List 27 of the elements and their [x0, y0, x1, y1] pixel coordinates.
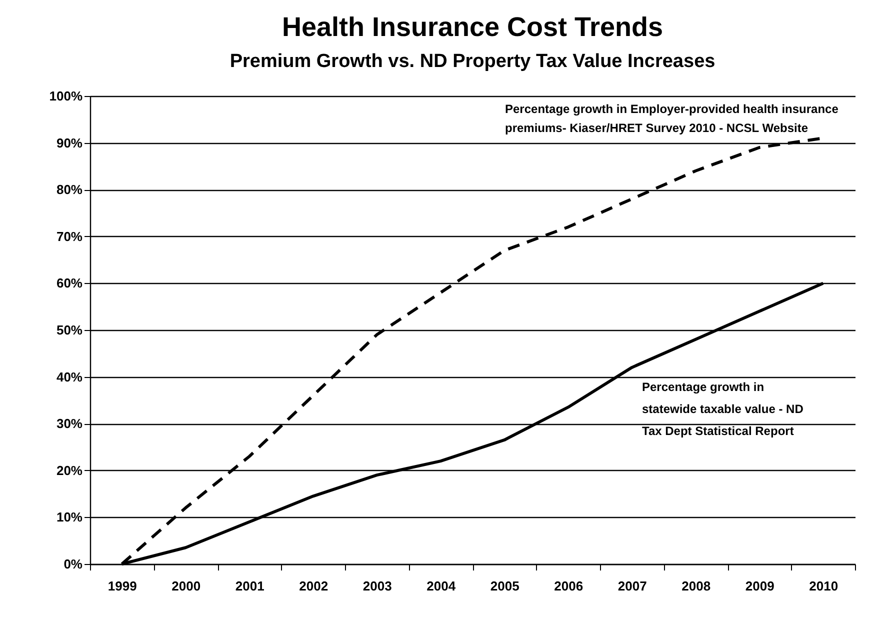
series-label: Percentage growth in statewide taxable value - ND Tax Dept Statistical Report [642, 380, 804, 438]
x-tick-label: 2005 [490, 578, 520, 594]
y-tick-label: 60% [56, 276, 83, 291]
x-tick-label: 2004 [426, 578, 456, 594]
x-tick-label: 2002 [299, 578, 328, 594]
chart-title: Health Insurance Cost Trends [282, 12, 664, 42]
x-tick-label: 2010 [809, 578, 838, 594]
y-tick-label: 70% [56, 228, 83, 244]
y-tick-label: 90% [56, 135, 83, 150]
y-tick-label: 20% [56, 462, 83, 478]
chart-subtitle: Premium Growth vs. ND Property Tax Value Increases [230, 51, 716, 72]
x-tick-label: 2001 [235, 578, 264, 594]
x-tick-label: 2003 [362, 578, 392, 594]
x-tick-label: 1999 [108, 578, 137, 594]
x-tick-label: 2008 [682, 578, 711, 594]
x-tick-label: 2006 [554, 578, 584, 594]
x-tick-label: 2009 [745, 578, 774, 594]
y-tick-label: 40% [56, 369, 83, 384]
x-tick-label: 2000 [172, 578, 201, 594]
y-tick-label: 50% [56, 322, 83, 338]
x-tick-label: 2007 [618, 578, 647, 594]
y-tick-label: 0% [64, 556, 83, 572]
series-label: Percentage growth in Employer-provided health insurance premiums- Kiaser/HRET Survey 2010 - NCSL Website [505, 102, 839, 135]
y-tick-label: 30% [56, 416, 83, 432]
y-tick-label: 80% [56, 182, 83, 198]
y-tick-label: 10% [56, 510, 83, 525]
y-tick-label: 100% [49, 88, 83, 104]
